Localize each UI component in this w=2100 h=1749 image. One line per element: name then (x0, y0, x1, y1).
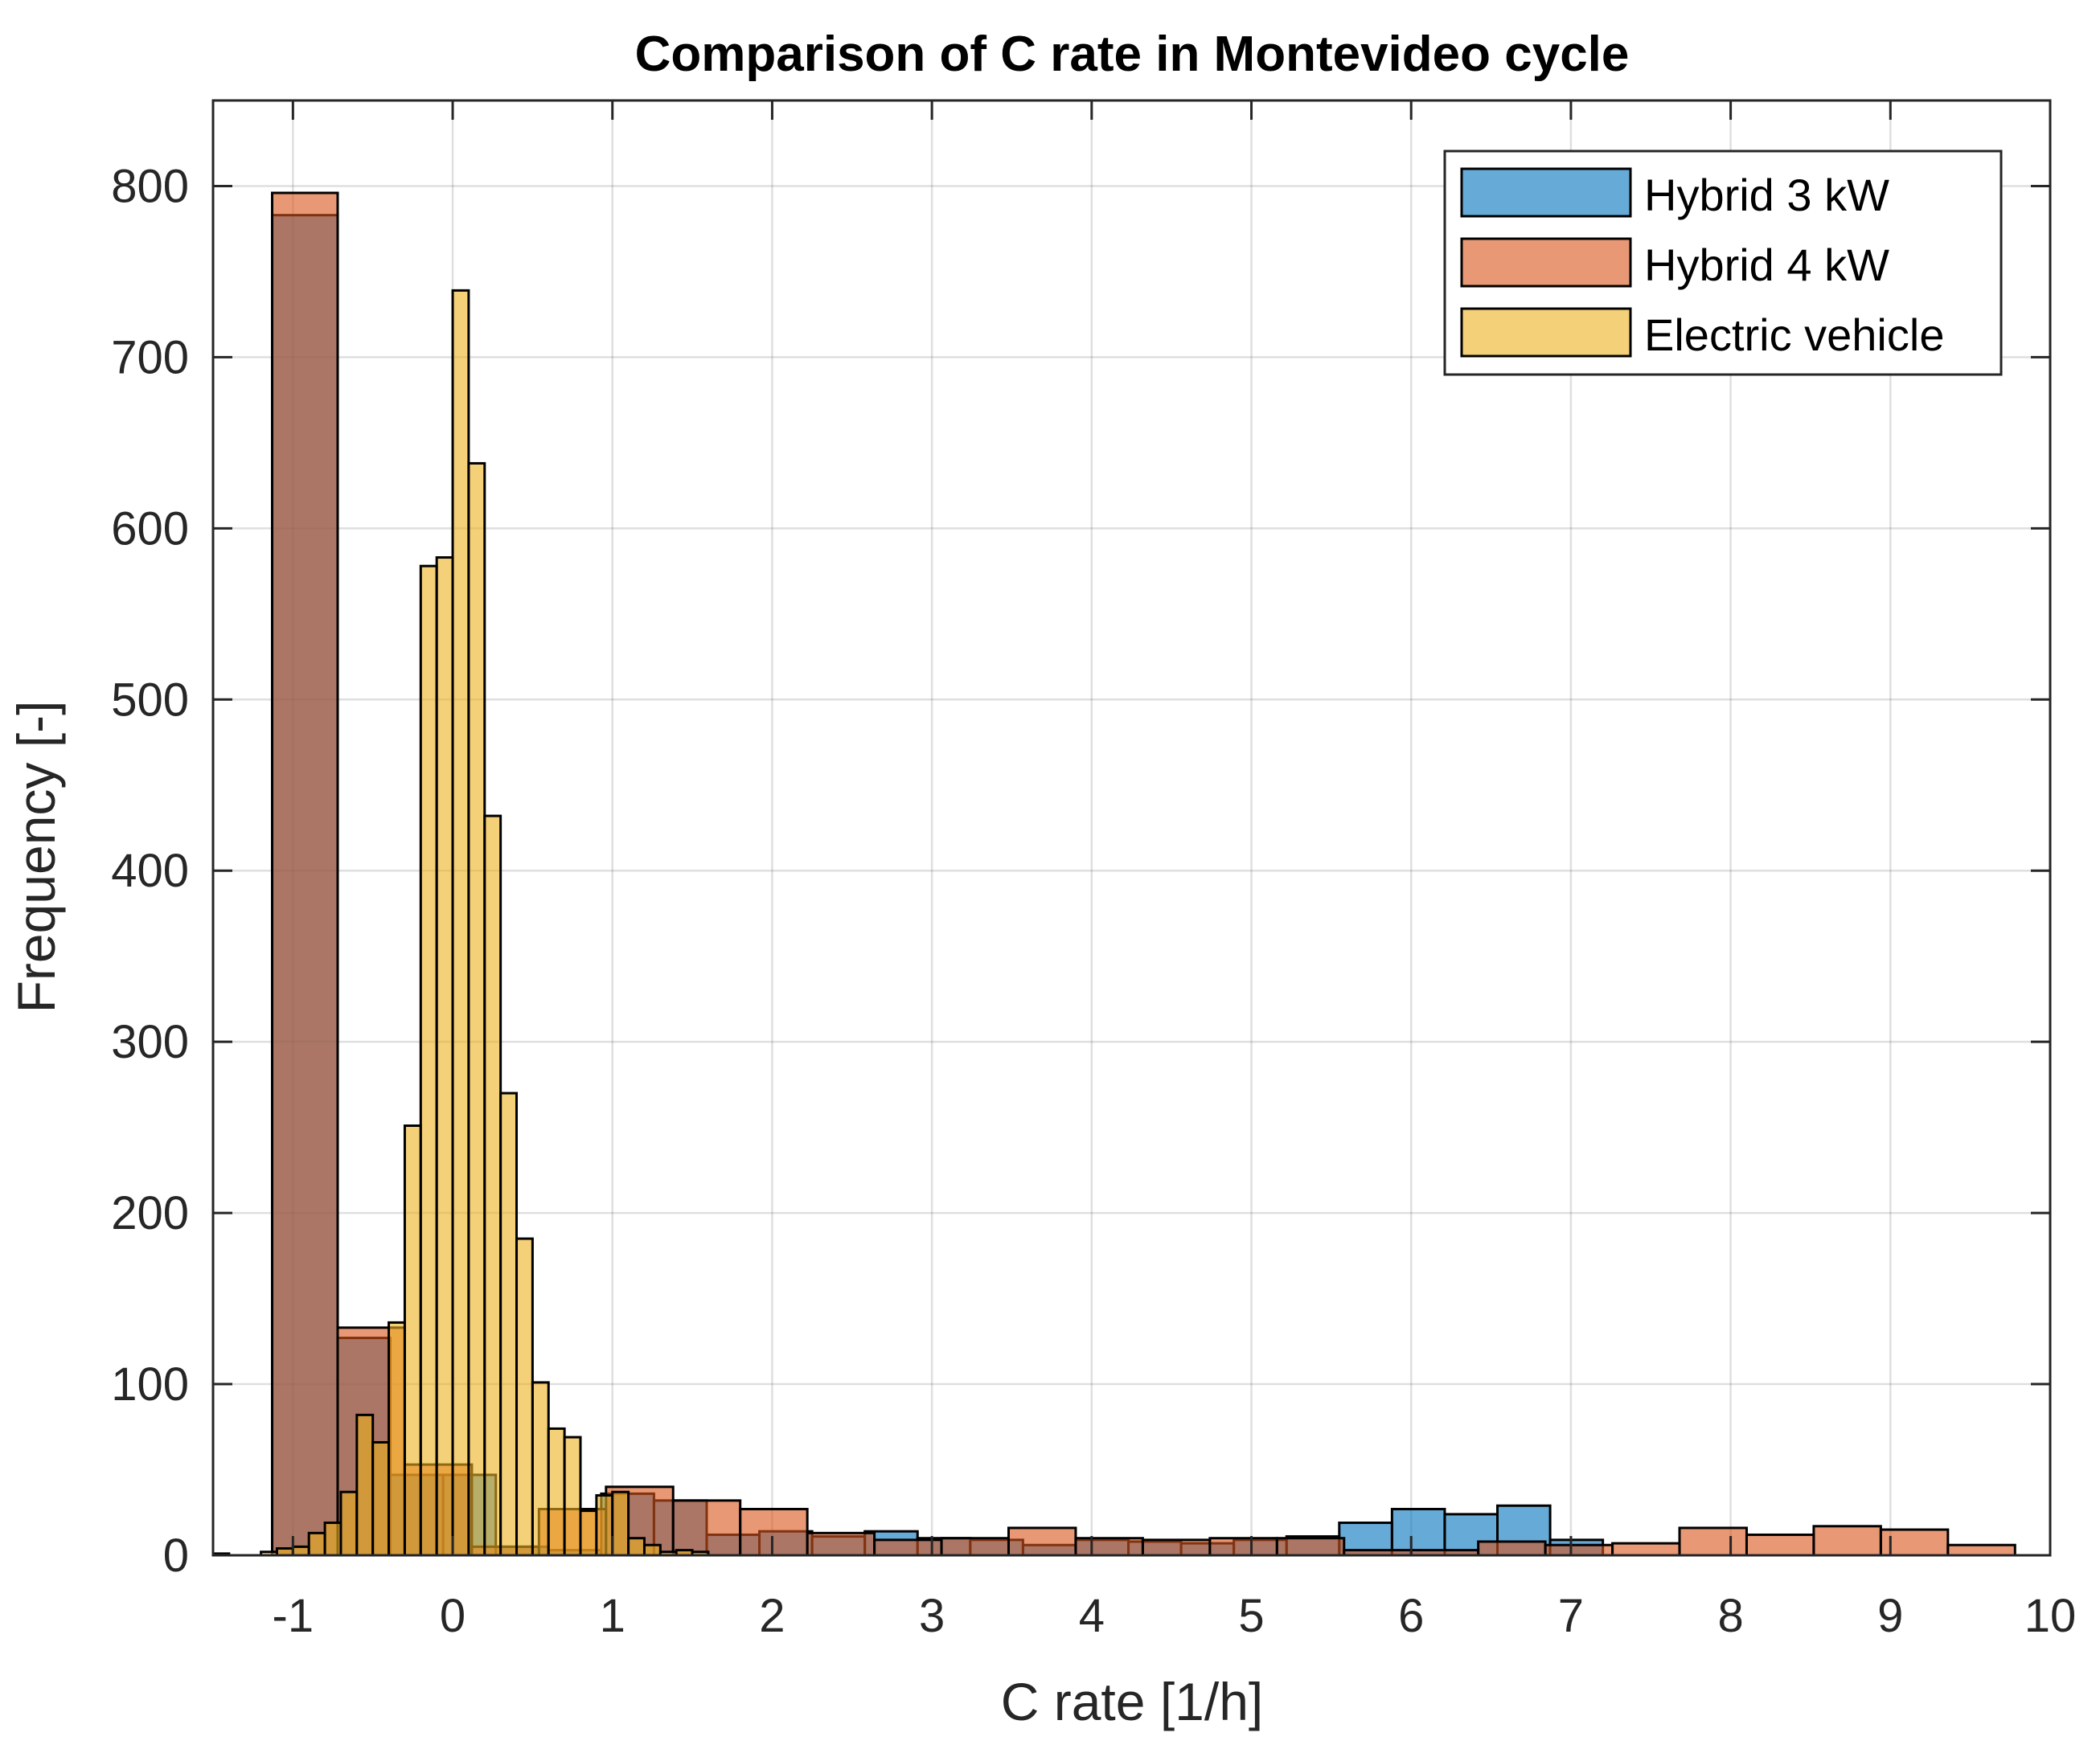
bar-series-2 (451, 289, 470, 1557)
x-tick-label: -1 (273, 1590, 314, 1642)
bar-series-2 (611, 1490, 630, 1557)
x-tick-label: 6 (1398, 1590, 1424, 1642)
bar-series-2 (627, 1537, 646, 1557)
bar-series-1 (1007, 1526, 1077, 1557)
y-tick-label: 500 (111, 674, 189, 726)
bar-series-2 (531, 1381, 550, 1557)
x-tick-label: 7 (1558, 1590, 1584, 1642)
bar-series-2 (307, 1531, 326, 1557)
bar-series-2 (323, 1522, 342, 1557)
x-tick-label: 3 (919, 1590, 945, 1642)
bar-series-1 (940, 1537, 1011, 1557)
legend-swatch-electric-vehicle (1460, 307, 1632, 358)
bar-series-2 (595, 1493, 614, 1557)
bar-series-2 (515, 1237, 534, 1557)
bar-series-2 (547, 1427, 566, 1557)
bar-series-2 (355, 1413, 375, 1557)
bar-series-1 (1477, 1540, 1547, 1557)
legend-label-hybrid-3kw: Hybrid 3 kW (1644, 170, 1889, 220)
bar-series-1 (739, 1508, 809, 1557)
bar-series-1 (1544, 1543, 1614, 1557)
bar-series-1 (1074, 1537, 1144, 1557)
bar-series-1 (1812, 1525, 1882, 1557)
bar-series-2 (435, 556, 454, 1557)
legend-swatch-hybrid-3kw (1460, 167, 1632, 218)
chart-title: Comparison of C rate in Montevideo cycle (635, 27, 1630, 82)
y-tick-label: 0 (163, 1530, 189, 1582)
bar-series-1 (271, 191, 339, 1557)
x-tick-label: 1 (600, 1590, 625, 1642)
bar-series-2 (467, 461, 486, 1557)
bar-series-1 (1141, 1538, 1212, 1557)
x-tick-label: 5 (1238, 1590, 1264, 1642)
x-tick-label: 10 (2024, 1590, 2077, 1642)
legend-label-hybrid-4kw: Hybrid 4 kW (1644, 240, 1889, 290)
bar-series-2 (291, 1545, 310, 1557)
bar-series-1 (1745, 1533, 1815, 1557)
bar-series-1 (1208, 1537, 1278, 1557)
x-tick-label: 2 (759, 1590, 785, 1642)
bar-series-1 (1275, 1537, 1346, 1557)
bar-series-2 (642, 1543, 662, 1557)
y-tick-label: 600 (111, 502, 189, 555)
legend: Hybrid 3 kW Hybrid 4 kW Electric vehicle (1443, 150, 2003, 376)
axes-box (211, 99, 2052, 1557)
bar-series-1 (1611, 1542, 1681, 1557)
legend-label-electric-vehicle: Electric vehicle (1644, 309, 1944, 360)
y-tick-label: 200 (111, 1187, 189, 1239)
bar-series-2 (403, 1124, 422, 1557)
bar-series-2 (563, 1436, 582, 1557)
y-tick-label: 400 (111, 845, 189, 897)
bar-series-2 (483, 814, 502, 1557)
bar-series-2 (371, 1440, 391, 1557)
bar-series-2 (388, 1321, 406, 1557)
bar-series-1 (1678, 1526, 1748, 1557)
bar-series-1 (671, 1499, 742, 1557)
bar-series-2 (579, 1509, 598, 1557)
x-tick-label: 4 (1079, 1590, 1105, 1642)
bar-series-2 (499, 1092, 519, 1557)
legend-swatch-hybrid-4kw (1460, 237, 1632, 288)
y-tick-label: 100 (111, 1358, 189, 1411)
bar-series-0 (1390, 1508, 1446, 1557)
x-tick-label: 8 (1717, 1590, 1743, 1642)
y-tick-label: 300 (111, 1016, 189, 1068)
x-tick-label: 9 (1877, 1590, 1903, 1642)
x-tick-label: 0 (440, 1590, 466, 1642)
bar-series-2 (419, 564, 438, 1557)
y-tick-label: 800 (111, 160, 189, 212)
histogram-bars (211, 191, 2016, 1557)
bar-series-2 (339, 1490, 359, 1557)
bar-series-1 (806, 1531, 876, 1557)
x-axis-label: C rate [1/h] (1001, 1672, 1264, 1731)
bar-series-1 (1946, 1543, 2016, 1557)
y-tick-label: 700 (111, 331, 189, 383)
y-axis-label: Frequency [-] (6, 701, 66, 1014)
axis-ticks (213, 100, 2052, 1557)
